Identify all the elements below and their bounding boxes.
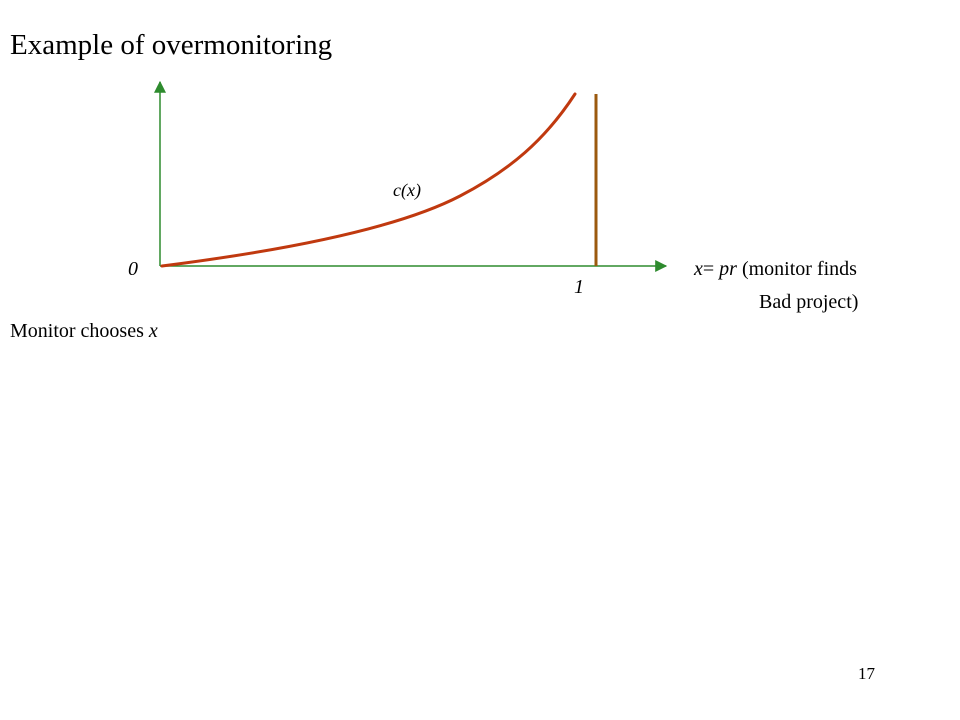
x-axis-variable: x: [694, 258, 703, 280]
x-axis-label: x= pr (monitor finds: [694, 258, 857, 281]
monitor-statement-prefix: Monitor chooses: [10, 320, 149, 342]
monitor-statement-variable: x: [148, 320, 158, 342]
curve-label: c(x): [393, 180, 421, 200]
monitor-statement: Monitor chooses x: [10, 320, 158, 343]
x-axis-expression: pr: [719, 258, 737, 280]
x-axis-description-line2: Bad project): [759, 291, 859, 313]
x-axis-description-line1: (monitor finds: [736, 258, 857, 280]
page-number: 17: [858, 664, 875, 683]
slide-title: Example of overmonitoring: [10, 29, 333, 61]
origin-label: 0: [128, 258, 138, 280]
cost-curve: [160, 92, 577, 268]
vertical-line-label: 1: [574, 276, 584, 298]
x-axis-equals: =: [702, 258, 720, 280]
